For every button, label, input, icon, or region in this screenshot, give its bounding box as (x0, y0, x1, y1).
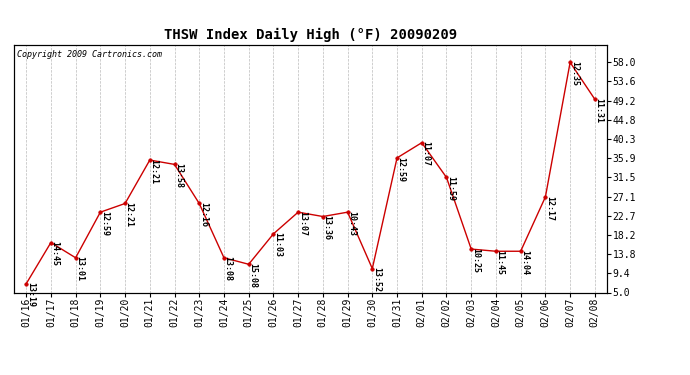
Title: THSW Index Daily High (°F) 20090209: THSW Index Daily High (°F) 20090209 (164, 28, 457, 42)
Text: 11:59: 11:59 (446, 176, 455, 201)
Text: 11:31: 11:31 (595, 98, 604, 123)
Text: 13:19: 13:19 (26, 282, 34, 308)
Text: 12:21: 12:21 (125, 202, 134, 227)
Text: 14:04: 14:04 (520, 250, 529, 275)
Text: 13:52: 13:52 (372, 267, 381, 292)
Text: 13:07: 13:07 (298, 211, 307, 236)
Text: 13:36: 13:36 (322, 215, 331, 240)
Text: 11:07: 11:07 (422, 141, 431, 166)
Text: 11:45: 11:45 (495, 250, 504, 275)
Text: 15:08: 15:08 (248, 263, 257, 288)
Text: 14:45: 14:45 (50, 241, 59, 266)
Text: 11:03: 11:03 (273, 232, 282, 258)
Text: 12:16: 12:16 (199, 202, 208, 227)
Text: 13:08: 13:08 (224, 256, 233, 281)
Text: 12:17: 12:17 (545, 196, 554, 220)
Text: 12:21: 12:21 (150, 159, 159, 184)
Text: 12:35: 12:35 (570, 61, 579, 86)
Text: 12:59: 12:59 (100, 211, 109, 236)
Text: 10:25: 10:25 (471, 248, 480, 273)
Text: 10:43: 10:43 (347, 211, 356, 236)
Text: Copyright 2009 Cartronics.com: Copyright 2009 Cartronics.com (17, 50, 161, 59)
Text: 13:58: 13:58 (174, 163, 183, 188)
Text: 13:01: 13:01 (75, 256, 84, 281)
Text: 12:59: 12:59 (397, 156, 406, 182)
